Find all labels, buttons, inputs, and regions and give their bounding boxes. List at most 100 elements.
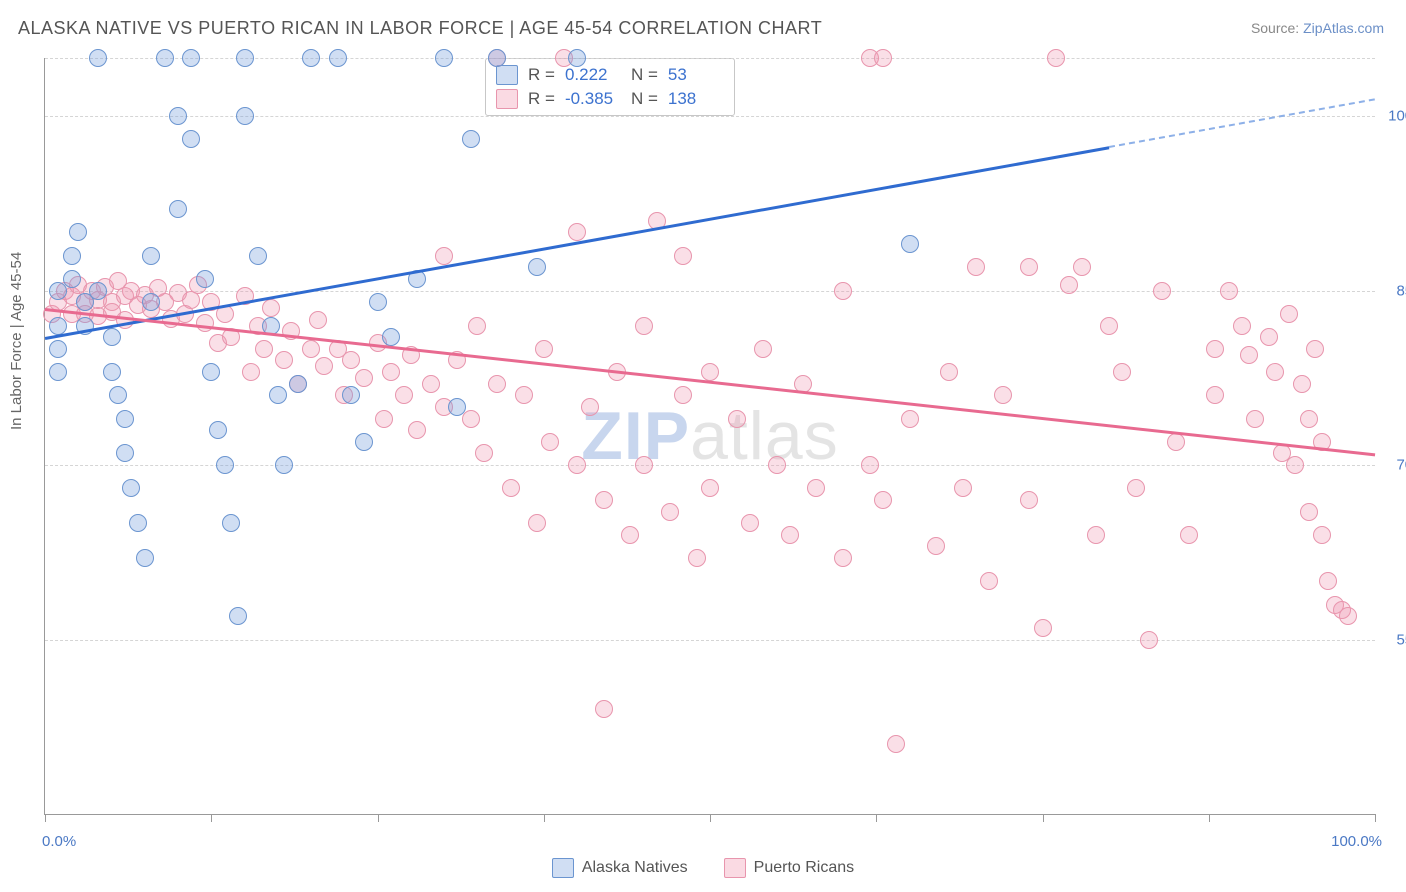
point-series-b [1266,363,1284,381]
point-series-b [834,549,852,567]
point-series-b [1047,49,1065,67]
point-series-b [621,526,639,544]
point-series-b [980,572,998,590]
point-series-b [1020,258,1038,276]
point-series-a [89,49,107,67]
point-series-a [355,433,373,451]
point-series-a [63,247,81,265]
point-series-b [1339,607,1357,625]
point-series-b [435,247,453,265]
point-series-b [375,410,393,428]
point-series-a [249,247,267,265]
point-series-a [302,49,320,67]
point-series-b [1260,328,1278,346]
correlation-legend: R = 0.222 N = 53 R = -0.385 N = 138 [485,58,735,116]
point-series-a [103,363,121,381]
point-series-b [475,444,493,462]
point-series-b [768,456,786,474]
point-series-b [834,282,852,300]
point-series-a [202,363,220,381]
point-series-a [142,293,160,311]
x-tick [211,814,212,822]
trendline-series-a [45,146,1109,339]
point-series-b [382,363,400,381]
point-series-a [109,386,127,404]
point-series-b [874,49,892,67]
point-series-b [1127,479,1145,497]
point-series-a [369,293,387,311]
point-series-b [275,351,293,369]
point-series-a [182,130,200,148]
point-series-a [63,270,81,288]
point-series-a [269,386,287,404]
point-series-b [1306,340,1324,358]
point-series-a [435,49,453,67]
point-series-a [289,375,307,393]
point-series-a [49,317,67,335]
point-series-b [1167,433,1185,451]
point-series-b [1246,410,1264,428]
point-series-a [568,49,586,67]
point-series-b [355,369,373,387]
point-series-b [262,299,280,317]
point-series-b [901,410,919,428]
point-series-b [1286,456,1304,474]
swatch-series-a [496,65,518,85]
x-axis-label-min: 0.0% [42,833,76,850]
point-series-b [674,386,692,404]
point-series-a [129,514,147,532]
point-series-b [1300,410,1318,428]
point-series-b [1113,363,1131,381]
point-series-b [581,398,599,416]
point-series-b [635,317,653,335]
point-series-b [661,503,679,521]
y-tick-label: 100.0% [1388,108,1406,125]
point-series-b [940,363,958,381]
point-series-b [874,491,892,509]
point-series-a [89,282,107,300]
x-tick [1375,814,1376,822]
point-series-b [568,456,586,474]
y-tick-label: 55.0% [1396,631,1406,648]
point-series-a [216,456,234,474]
point-series-b [1206,386,1224,404]
point-series-a [103,328,121,346]
point-series-a [275,456,293,474]
point-series-b [1220,282,1238,300]
x-tick [1209,814,1210,822]
legend-item-a: Alaska Natives [552,858,688,878]
point-series-b [927,537,945,555]
point-series-b [967,258,985,276]
point-series-a [116,410,134,428]
point-series-a [901,235,919,253]
point-series-b [515,386,533,404]
point-series-b [1280,305,1298,323]
point-series-b [502,479,520,497]
point-series-a [488,49,506,67]
point-series-a [462,130,480,148]
point-series-b [1140,631,1158,649]
gridline [45,465,1375,466]
point-series-b [595,491,613,509]
point-series-b [196,314,214,332]
point-series-a [142,247,160,265]
point-series-b [754,340,772,358]
point-series-b [701,479,719,497]
point-series-b [408,421,426,439]
point-series-b [255,340,273,358]
point-series-a [122,479,140,497]
point-series-b [807,479,825,497]
point-series-b [1087,526,1105,544]
y-axis-label: In Labor Force | Age 45-54 [8,252,25,430]
point-series-a [169,200,187,218]
point-series-b [954,479,972,497]
point-series-b [1180,526,1198,544]
point-series-b [468,317,486,335]
point-series-b [342,351,360,369]
point-series-b [395,386,413,404]
swatch-series-b [496,89,518,109]
x-tick [1043,814,1044,822]
point-series-b [528,514,546,532]
point-series-b [1206,340,1224,358]
point-series-a [236,49,254,67]
